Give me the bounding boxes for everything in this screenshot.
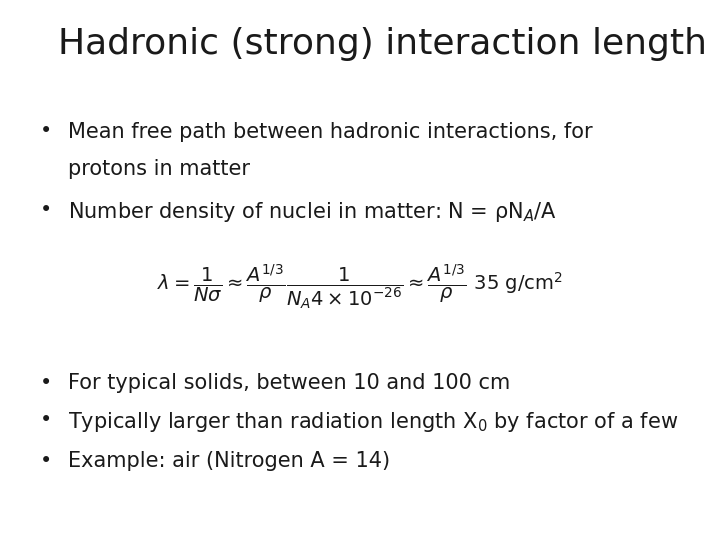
Text: For typical solids, between 10 and 100 cm: For typical solids, between 10 and 100 c… xyxy=(68,373,510,393)
Text: •: • xyxy=(40,373,52,393)
Text: Example: air (Nitrogen A = 14): Example: air (Nitrogen A = 14) xyxy=(68,451,390,471)
Text: Mean free path between hadronic interactions, for: Mean free path between hadronic interact… xyxy=(68,122,593,141)
Text: $\lambda = \dfrac{1}{N\sigma} \approx \dfrac{A^{1/3}}{\rho} \dfrac{1}{N_A 4 \tim: $\lambda = \dfrac{1}{N\sigma} \approx \d… xyxy=(157,262,563,310)
Text: Hadronic (strong) interaction length: Hadronic (strong) interaction length xyxy=(58,27,706,61)
Text: protons in matter: protons in matter xyxy=(68,159,251,179)
Text: Typically larger than radiation length X$_0$ by factor of a few: Typically larger than radiation length X… xyxy=(68,410,679,434)
Text: •: • xyxy=(40,200,52,220)
Text: •: • xyxy=(40,122,52,141)
Text: •: • xyxy=(40,451,52,471)
Text: Number density of nuclei in matter: N = ρN$_A$/A: Number density of nuclei in matter: N = … xyxy=(68,200,557,224)
Text: •: • xyxy=(40,410,52,430)
